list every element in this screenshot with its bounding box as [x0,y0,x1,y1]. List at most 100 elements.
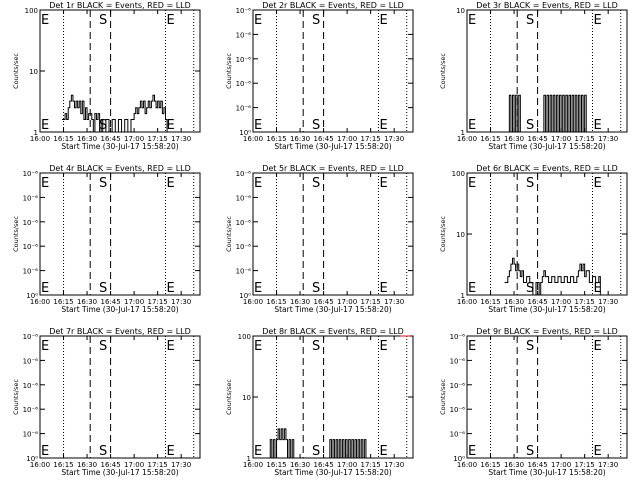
marker-label-bottom: S [99,444,107,459]
y-tick-label: 10⁻⁶ [23,219,39,227]
marker-label-top: S [312,176,320,191]
panel-title: Det 4r BLACK = Events, RED = LLD [49,164,191,173]
x-tick-label: 17:00 [337,298,357,306]
marker-label-top: S [99,176,107,191]
y-tick-label: 10⁻⁶ [23,431,39,439]
y-tick-label: 10⁻⁶ [236,7,252,15]
y-tick-label: 10⁻⁶ [236,105,252,113]
x-tick-label: 17:00 [551,298,571,306]
x-tick-label: 17:30 [171,461,191,469]
marker-label-top: E [379,176,387,191]
y-tick-label: 10⁻⁶ [236,31,252,39]
y-tick-label: 10 [456,7,465,15]
y-axis-label: Counts/sec [12,216,20,252]
y-tick-label: 10⁻⁶ [450,357,466,365]
x-tick-label: 16:45 [313,298,333,306]
x-tick-label: 16:15 [266,461,286,469]
marker-label-top: E [468,339,476,354]
x-tick-label: 16:45 [100,461,120,469]
x-tick-label: 16:00 [457,298,477,306]
y-tick-label: 10⁻⁶ [236,219,252,227]
y-tick-label: 10⁰ [453,455,465,463]
x-axis-label: Start Time (30-Jul-17 15:58:20) [274,142,391,151]
x-tick-label: 16:30 [504,298,524,306]
y-tick-label: 1 [34,129,38,137]
x-tick-label: 16:45 [313,135,333,143]
x-axis-label: Start Time (30-Jul-17 15:58:20) [488,468,605,477]
x-tick-label: 16:45 [527,298,547,306]
y-tick-label: 1 [461,292,465,300]
x-tick-label: 17:00 [124,135,144,143]
y-axis-label: Counts/sec [12,53,20,89]
panel-title: Det 3r BLACK = Events, RED = LLD [476,1,618,10]
x-tick-label: 16:00 [457,135,477,143]
marker-label-top: E [41,339,49,354]
y-tick-label: 10⁰ [26,292,38,300]
y-tick-label: 10⁻⁶ [236,194,252,202]
y-axis-label: Counts/sec [225,379,233,415]
x-tick-label: 16:30 [290,298,310,306]
y-axis-label: Counts/sec [225,216,233,252]
x-tick-label: 17:00 [124,461,144,469]
marker-label-bottom: E [593,444,601,459]
marker-label-bottom: E [41,281,49,296]
marker-label-top: E [254,13,262,28]
panel-title: Det 5r BLACK = Events, RED = LLD [262,164,404,173]
y-tick-label: 10 [29,68,38,76]
marker-label-bottom: E [166,118,174,133]
plot-frame [252,9,414,133]
marker-label-bottom: E [379,118,387,133]
y-tick-label: 1 [247,455,251,463]
series-trace-1 [507,94,588,133]
y-tick-label: 10⁻⁶ [23,357,39,365]
y-tick-label: 10⁻⁶ [23,333,39,341]
y-tick-label: 100 [452,170,465,178]
marker-label-bottom: S [526,118,534,133]
x-tick-label: 17:15 [575,298,595,306]
marker-label-bottom: E [468,281,476,296]
x-tick-label: 16:30 [504,135,524,143]
y-tick-label: 10⁻⁶ [450,333,466,341]
marker-label-bottom: S [526,444,534,459]
y-tick-label: 10⁻⁶ [450,406,466,414]
y-tick-label: 10⁰ [239,129,251,137]
plot-frame [39,335,201,459]
marker-label-top: S [526,176,534,191]
marker-label-bottom: S [526,281,534,296]
x-tick-label: 17:00 [337,461,357,469]
marker-label-top: E [41,13,49,28]
x-tick-label: 17:00 [337,135,357,143]
x-tick-label: 16:30 [77,461,97,469]
panel-title: Det 9r BLACK = Events, RED = LLD [476,327,618,336]
marker-label-bottom: S [312,281,320,296]
marker-label-bottom: E [468,444,476,459]
panel-title: Det 7r BLACK = Events, RED = LLD [49,327,191,336]
marker-label-top: S [526,13,534,28]
x-tick-label: 17:15 [575,135,595,143]
y-tick-label: 10⁻⁶ [23,194,39,202]
marker-label-bottom: S [312,118,320,133]
marker-label-bottom: E [41,118,49,133]
marker-label-top: E [41,176,49,191]
marker-label-top: E [468,13,476,28]
x-tick-label: 17:15 [361,461,381,469]
marker-label-top: E [166,339,174,354]
marker-label-top: E [593,176,601,191]
x-tick-label: 16:30 [77,135,97,143]
x-tick-label: 16:30 [290,461,310,469]
marker-label-top: E [166,176,174,191]
y-tick-label: 10⁰ [239,292,251,300]
marker-label-bottom: E [593,118,601,133]
x-tick-label: 17:15 [148,461,168,469]
marker-label-bottom: E [166,444,174,459]
marker-label-top: S [526,339,534,354]
marker-label-top: E [468,176,476,191]
x-tick-label: 16:15 [266,298,286,306]
x-tick-label: 16:30 [504,461,524,469]
marker-label-bottom: E [379,444,387,459]
plot-frame [252,172,414,296]
x-tick-label: 16:15 [480,298,500,306]
y-tick-label: 10⁻⁶ [236,268,252,276]
